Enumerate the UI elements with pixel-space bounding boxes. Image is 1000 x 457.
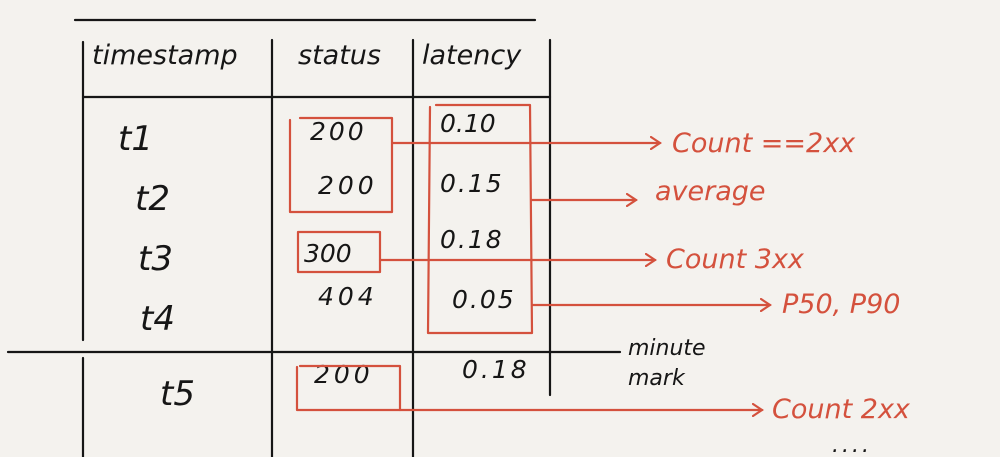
annotation-ellipsis: .... bbox=[832, 433, 872, 457]
status-3xx-box bbox=[296, 230, 382, 274]
minute-mark-label: minute mark bbox=[628, 336, 706, 391]
header-latency: latency bbox=[422, 40, 522, 71]
annotation-percentiles: P50, P90 bbox=[782, 289, 900, 320]
latency-cell: 0.18 bbox=[440, 225, 504, 254]
timestamp-cell: t2 bbox=[135, 179, 170, 219]
status-cell: 200 bbox=[310, 117, 367, 146]
status-2xx-box bbox=[288, 116, 394, 214]
t5-status-box bbox=[295, 364, 402, 412]
timestamp-cell: t4 bbox=[140, 299, 175, 339]
status-cell: 300 bbox=[304, 239, 352, 268]
annotation-average: average bbox=[655, 176, 766, 207]
latency-cell: 0.15 bbox=[440, 169, 504, 198]
status-cell: 200 bbox=[318, 171, 378, 200]
status-cell: 404 bbox=[318, 282, 378, 311]
latency-cell: 0.10 bbox=[440, 109, 496, 138]
status-cell: 200 bbox=[314, 360, 374, 389]
timestamp-cell: t1 bbox=[118, 119, 153, 159]
latency-cell: 0.18 bbox=[462, 355, 530, 384]
latency-box bbox=[426, 103, 534, 335]
timestamp-cell: t5 bbox=[160, 374, 195, 414]
header-timestamp: timestamp bbox=[92, 40, 238, 71]
annotation-count-2xx-next: Count 2xx bbox=[772, 394, 911, 425]
annotation-count-3xx: Count 3xx bbox=[666, 244, 805, 275]
timestamp-cell: t3 bbox=[138, 239, 173, 279]
header-status: status bbox=[298, 40, 381, 71]
latency-cell: 0.05 bbox=[452, 285, 516, 314]
annotation-count-2xx: Count ==2xx bbox=[672, 128, 856, 159]
